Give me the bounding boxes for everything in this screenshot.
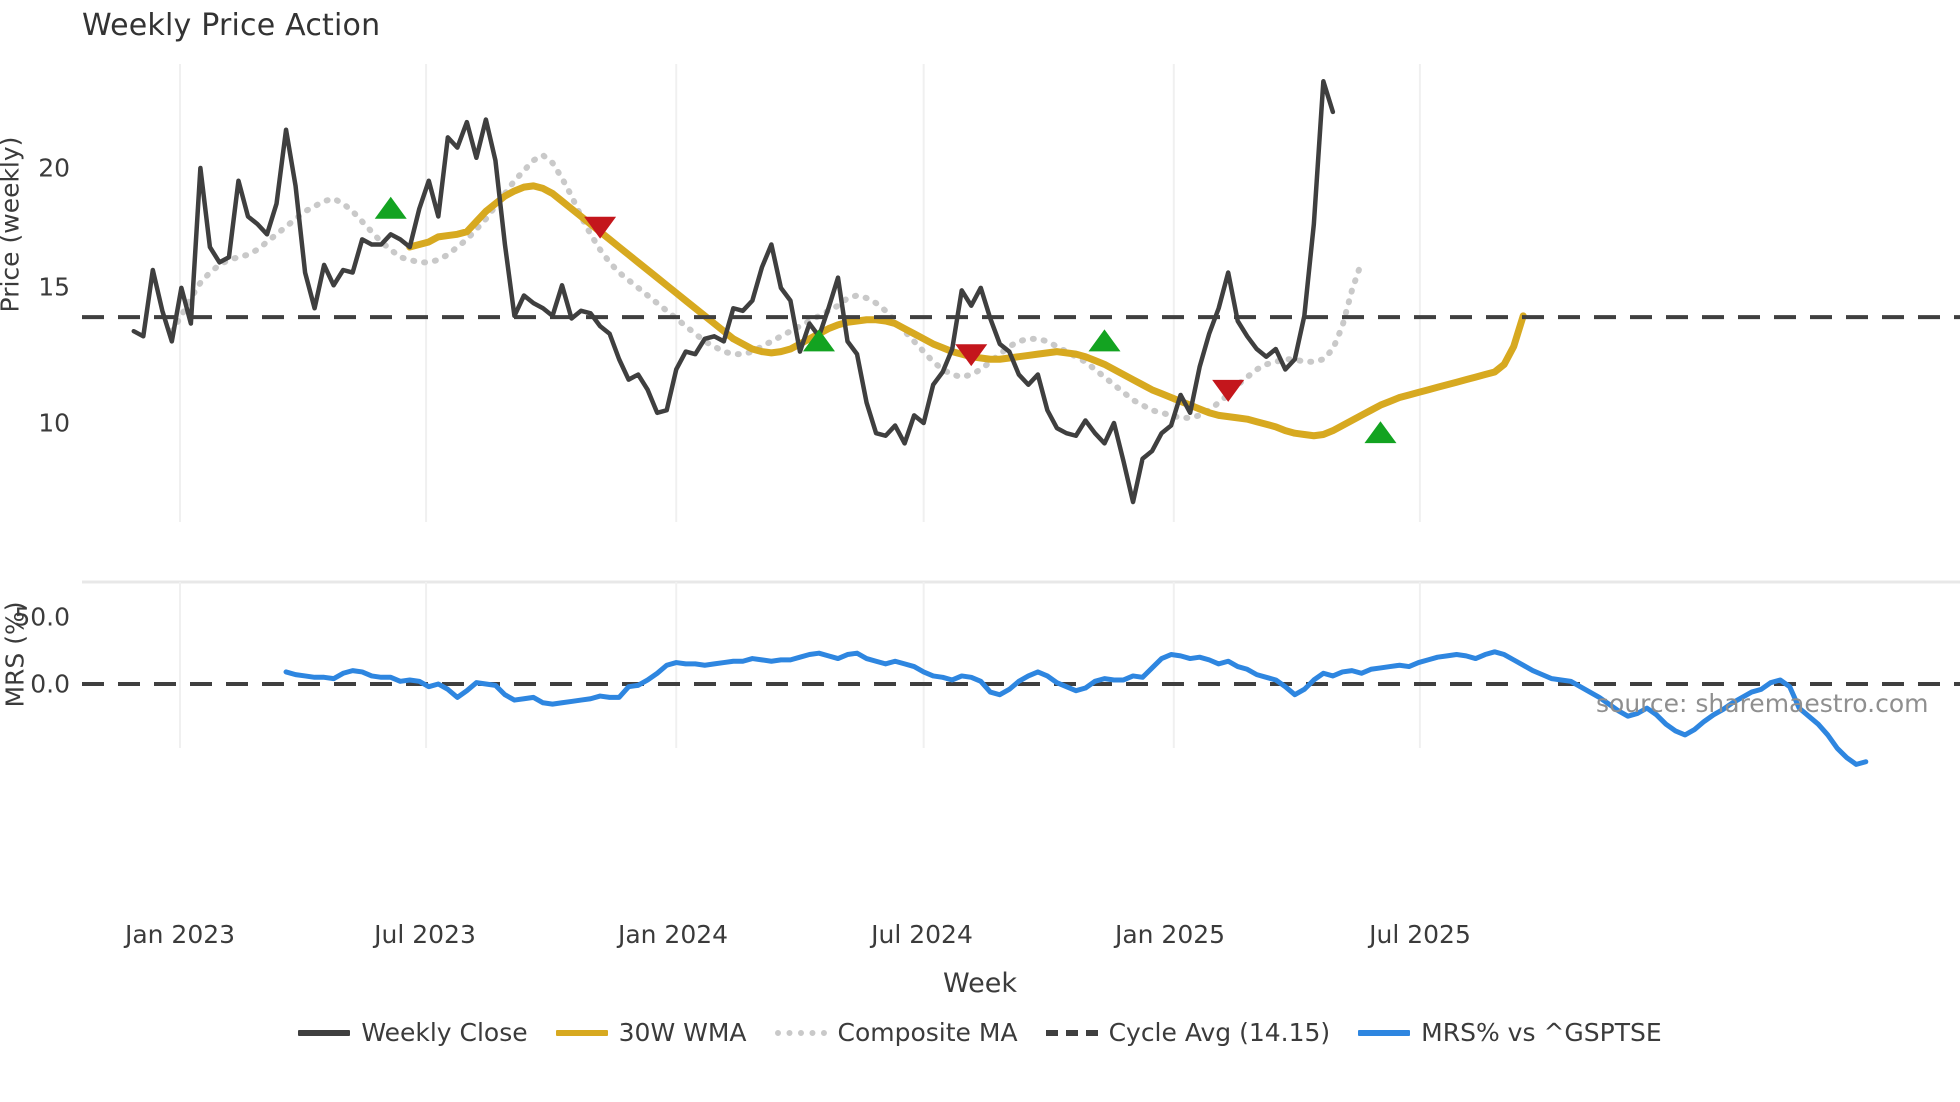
price-plot [82, 64, 1960, 522]
price-axis-label: Price (weekly) [0, 136, 25, 313]
mrs-plot [82, 580, 1960, 767]
legend-item-30w-wma[interactable]: 30W WMA [555, 1018, 747, 1047]
legend-label-mrs: MRS% vs ^GSPTSE [1421, 1018, 1662, 1047]
legend-label-composite-ma: Composite MA [837, 1018, 1018, 1047]
price-ytick-10: 10 [38, 408, 70, 438]
legend-item-weekly-close[interactable]: Weekly Close [298, 1018, 528, 1047]
legend-label-30w-wma: 30W WMA [618, 1018, 747, 1047]
xtick-jul-2024: Jul 2024 [871, 920, 973, 949]
xtick-jul-2025: Jul 2025 [1369, 920, 1471, 949]
mrs-ytick-0: 0.0 [30, 669, 70, 699]
source-watermark: source: sharemaestro.com [1596, 689, 1929, 718]
mrs-axis-label: MRS (%) [0, 601, 30, 708]
legend-item-composite-ma[interactable]: Composite MA [774, 1018, 1018, 1047]
legend-item-cycle-avg[interactable]: Cycle Avg (14.15) [1045, 1018, 1331, 1047]
xtick-jul-2023: Jul 2023 [374, 920, 476, 949]
price-ytick-20: 20 [38, 153, 70, 183]
chart-title: Weekly Price Action [82, 8, 381, 43]
price-ytick-15: 15 [38, 272, 70, 302]
xtick-jan-2025: Jan 2025 [1114, 920, 1226, 949]
price-panel [82, 58, 1960, 528]
legend-swatch-cycle-avg [1045, 1029, 1098, 1036]
legend-swatch-composite-ma [774, 1029, 827, 1036]
xtick-jan-2023: Jan 2023 [124, 920, 236, 949]
legend-label-cycle-avg: Cycle Avg (14.15) [1108, 1018, 1331, 1047]
mrs-panel [82, 578, 1960, 908]
xtick-jan-2024: Jan 2024 [617, 920, 729, 949]
legend-item-mrs[interactable]: MRS% vs ^GSPTSE [1358, 1018, 1662, 1047]
legend-swatch-30w-wma [555, 1029, 608, 1036]
chart-legend: Weekly Close 30W WMA Composite MA Cycle … [0, 1018, 1960, 1047]
legend-label-weekly-close: Weekly Close [361, 1018, 528, 1047]
legend-swatch-weekly-close [298, 1029, 351, 1036]
x-axis-label: Week [943, 968, 1017, 999]
legend-swatch-mrs [1358, 1029, 1411, 1036]
mrs-ytick-50: 50.0 [14, 602, 70, 632]
